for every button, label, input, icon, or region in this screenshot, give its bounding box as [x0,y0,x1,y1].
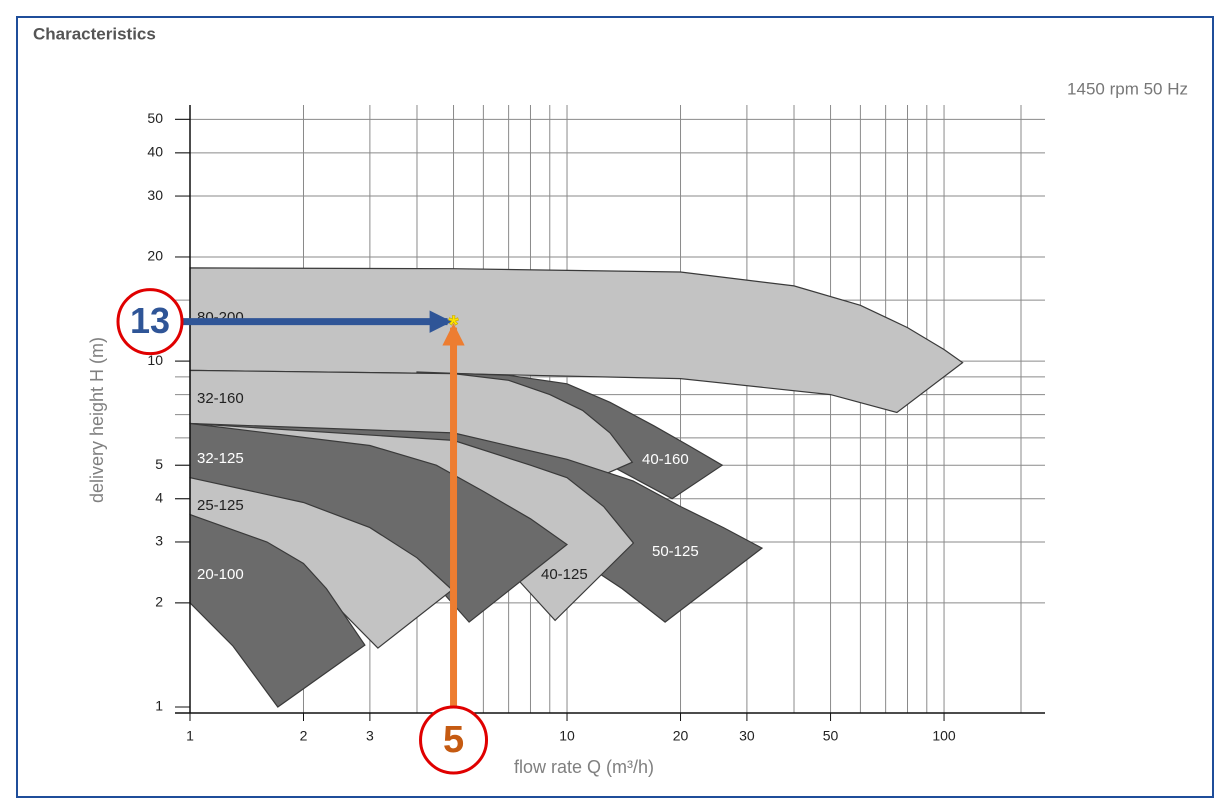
y-tick-label: 10 [147,352,163,368]
axes: 1 2 3 4 5 10 20 30 40 50 1 2 3 10 20 30 50 100 [147,105,1045,744]
regions: 80-20040-16032-16050-12540-12532-12525-1… [189,267,964,708]
region-label: 25-125 [197,497,244,514]
callout-h: 13 [130,300,170,341]
pump-region [189,513,366,708]
chart-subtitle: 1450 rpm 50 Hz [1067,79,1188,98]
region-label: 50-125 [652,543,699,560]
x-axis-label: flow rate Q (m³/h) [514,757,654,777]
x-tick-label: 100 [932,728,956,744]
x-tick-label: 1 [186,728,194,744]
y-tick-label: 50 [147,110,163,126]
x-tick-label: 30 [739,728,755,744]
x-tick-label: 10 [559,728,575,744]
y-tick-label: 2 [155,594,163,610]
y-tick-label: 4 [155,489,163,505]
chart-title: Characteristics [33,24,156,43]
x-tick-label: 20 [673,728,689,744]
callout-circle [116,288,184,356]
y-axis-label: delivery height H (m) [87,337,107,503]
callout-circle [419,705,489,775]
y-tick-label: 40 [147,144,163,160]
y-tick-label: 5 [155,456,163,472]
region-label: 32-160 [197,390,244,407]
callout-q: 5 [443,719,464,761]
region-label: 20-100 [197,566,244,583]
region-label: 40-160 [642,451,689,468]
y-tick-label: 20 [147,248,163,264]
y-tick-label: 3 [155,533,163,549]
annotation: *135 [116,288,489,775]
x-tick-label: 2 [300,728,308,744]
y-tick-label: 1 [155,698,163,714]
region-label: 32-125 [197,450,244,467]
x-tick-label: 3 [366,728,374,744]
read-point: * [448,310,459,340]
region-label: 40-125 [541,566,588,583]
y-tick-label: 30 [147,187,163,203]
x-tick-label: 50 [823,728,839,744]
